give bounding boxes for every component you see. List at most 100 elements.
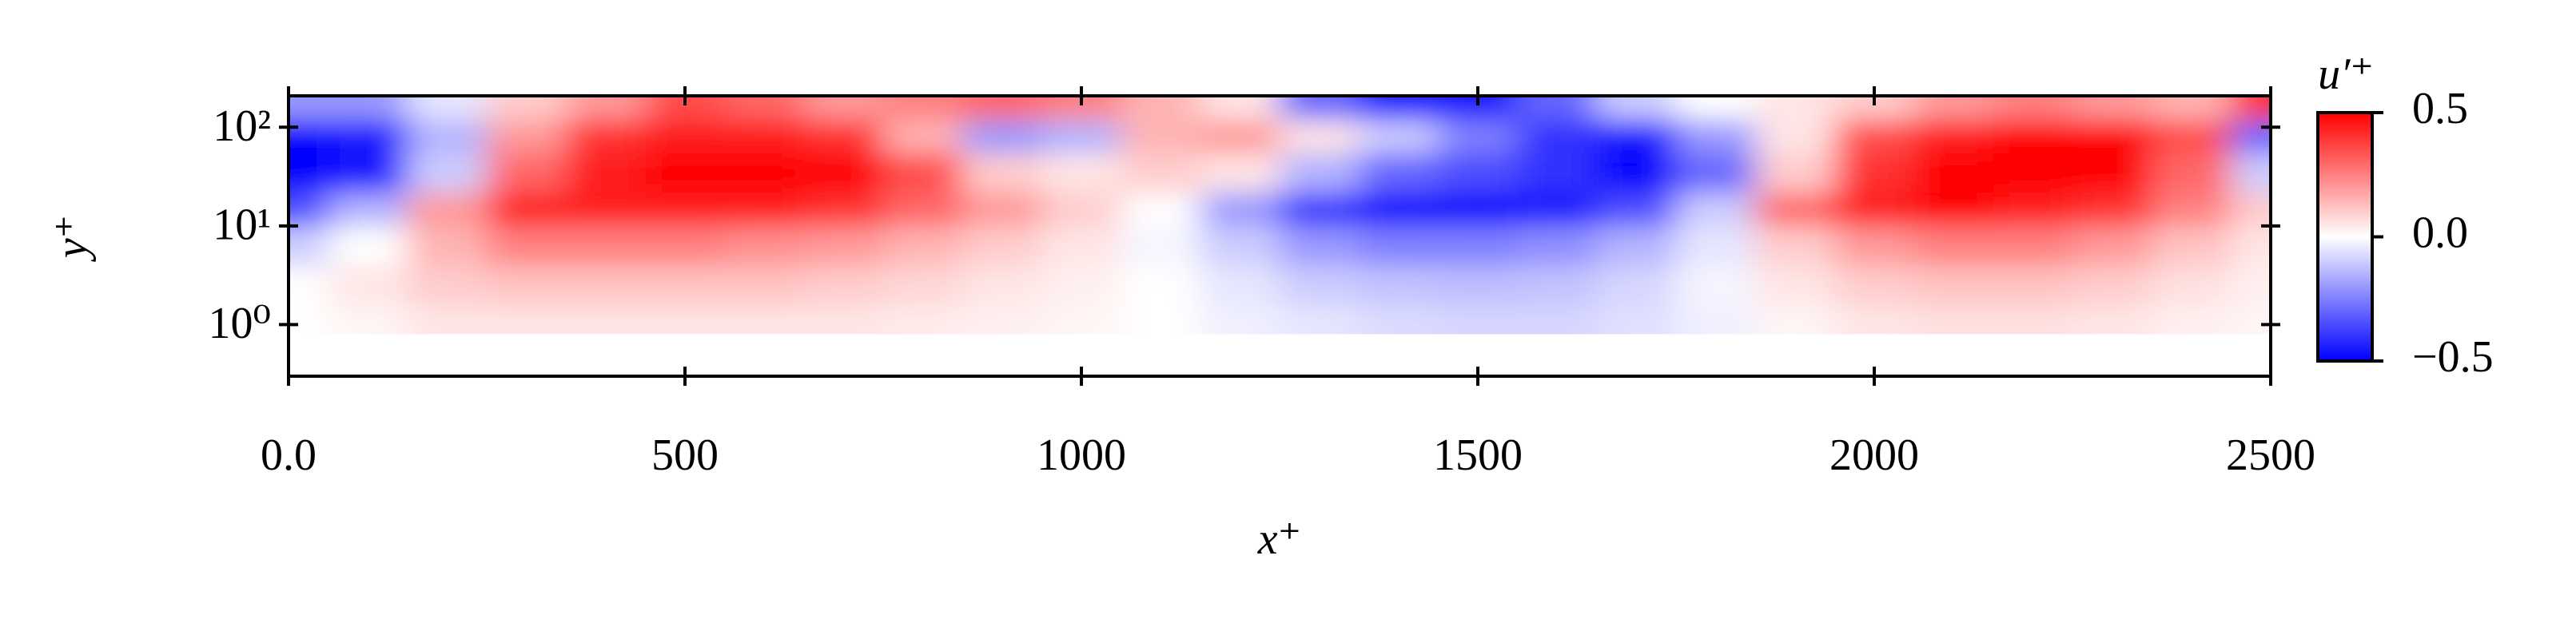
cell — [1438, 192, 1519, 227]
cell — [1993, 192, 2073, 227]
cell — [487, 304, 567, 335]
cell — [1517, 304, 1598, 335]
x-tick-label: 0.0 — [261, 431, 317, 480]
cell — [962, 119, 1042, 153]
cell — [1200, 96, 1280, 121]
cell — [566, 96, 646, 121]
cell — [1200, 119, 1280, 153]
cell — [962, 192, 1042, 227]
cell — [1834, 153, 1915, 193]
cell — [1280, 119, 1360, 153]
cell — [2231, 225, 2271, 266]
cell — [2072, 96, 2152, 121]
heatmap — [289, 96, 2271, 335]
plot-frame — [287, 94, 2272, 378]
cell — [1041, 96, 1122, 121]
cell — [328, 304, 408, 335]
cell — [1755, 153, 1835, 193]
cell — [1041, 265, 1122, 305]
cell — [1359, 96, 1439, 121]
y-tick-label: 10¹ — [213, 200, 271, 250]
x-axis-label: x⁺ — [1257, 514, 1301, 564]
cell — [962, 96, 1042, 121]
cell — [2152, 153, 2232, 193]
cell — [1121, 153, 1201, 193]
cell — [1596, 265, 1677, 305]
cell — [1280, 192, 1360, 227]
cell — [1359, 265, 1439, 305]
cell — [487, 96, 567, 121]
cell — [724, 119, 805, 153]
y-axis-label: y⁺ — [47, 215, 97, 262]
cell — [883, 225, 963, 266]
cell — [1993, 96, 2073, 121]
x-tick-label: 1000 — [1037, 431, 1126, 480]
cell — [883, 304, 963, 335]
cell — [1041, 153, 1122, 193]
cell — [724, 304, 805, 335]
cell — [1200, 153, 1280, 193]
cell — [803, 119, 884, 153]
cell — [1280, 96, 1360, 121]
cell — [289, 96, 329, 121]
cell — [566, 225, 646, 266]
cell — [1041, 119, 1122, 153]
cell — [1676, 153, 1756, 193]
cell — [803, 304, 884, 335]
cell — [883, 192, 963, 227]
cell — [645, 265, 726, 305]
cell — [566, 153, 646, 193]
cell — [328, 119, 408, 153]
cell — [1359, 225, 1439, 266]
cell — [1993, 304, 2073, 335]
cell — [1834, 304, 1915, 335]
cells — [289, 96, 2271, 335]
cell — [1993, 265, 2073, 305]
cell — [645, 225, 726, 266]
cell — [2072, 192, 2152, 227]
cell — [883, 119, 963, 153]
cell — [1676, 192, 1756, 227]
colorbar — [2316, 111, 2374, 363]
cell — [645, 119, 726, 153]
cell — [328, 192, 408, 227]
cell — [1121, 265, 1201, 305]
cell — [962, 153, 1042, 193]
cell — [1517, 119, 1598, 153]
colorbar-tick-label: 0.0 — [2412, 208, 2468, 257]
cell — [1200, 304, 1280, 335]
cell — [566, 192, 646, 227]
cell — [1834, 119, 1915, 153]
cell — [1517, 192, 1598, 227]
y-tick-label: 10⁰ — [209, 299, 271, 348]
cell — [803, 225, 884, 266]
x-tick-label: 2500 — [2226, 431, 2315, 480]
cell — [1596, 192, 1677, 227]
cell — [289, 192, 329, 227]
cell — [962, 225, 1042, 266]
cell — [1993, 225, 2073, 266]
cell — [289, 153, 329, 193]
cell — [2152, 225, 2232, 266]
cell — [2152, 265, 2232, 305]
cell — [645, 153, 726, 193]
cell — [1200, 225, 1280, 266]
cell — [1121, 225, 1201, 266]
cell — [1280, 153, 1360, 193]
cell — [1438, 153, 1519, 193]
cell — [883, 153, 963, 193]
cell — [724, 96, 805, 121]
cell — [1517, 265, 1598, 305]
cell — [1755, 96, 1835, 121]
cell — [1913, 225, 1994, 266]
cell — [962, 304, 1042, 335]
x-tick-label: 2000 — [1829, 431, 1919, 480]
cell — [1596, 153, 1677, 193]
cell — [328, 225, 408, 266]
cell — [1438, 225, 1519, 266]
cell — [1438, 265, 1519, 305]
cell — [1041, 192, 1122, 227]
cell — [407, 225, 488, 266]
